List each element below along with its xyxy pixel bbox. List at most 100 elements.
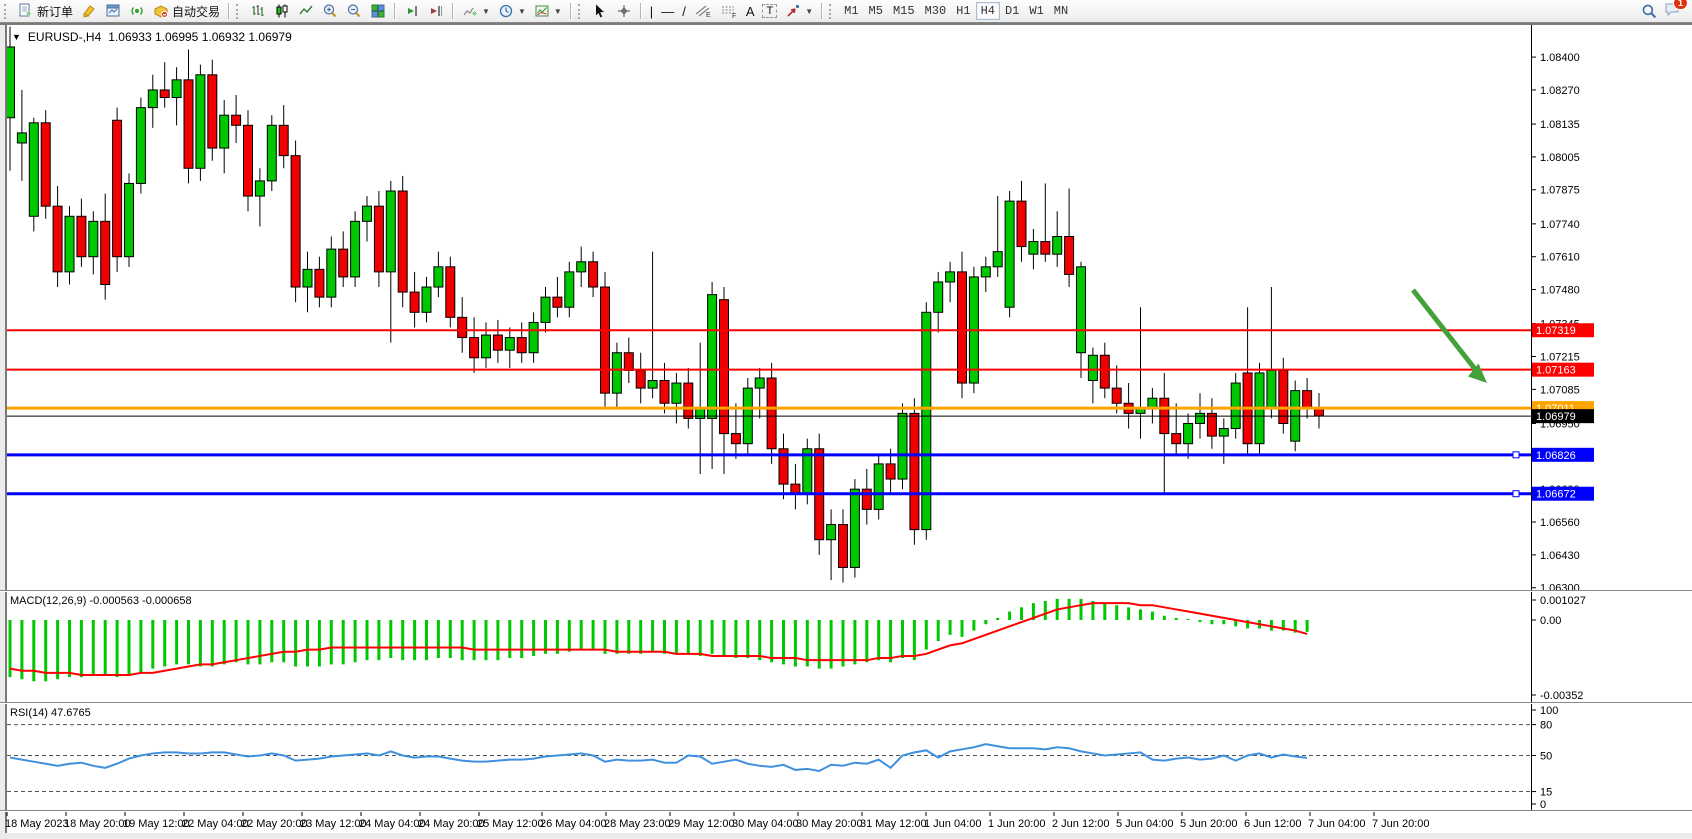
chart-title: ▼ EURUSD-,H4 1.06933 1.06995 1.06932 1.0… xyxy=(12,30,292,44)
toolbar: 新订单 自动交易 xyxy=(0,0,1692,23)
svg-text:29 May 12:00: 29 May 12:00 xyxy=(668,818,735,830)
timeframe-button-M30[interactable]: M30 xyxy=(920,2,952,20)
svg-text:F: F xyxy=(732,13,736,19)
svg-text:0.001027: 0.001027 xyxy=(1540,595,1586,607)
candlesticks xyxy=(7,26,1324,583)
svg-text:1.07319: 1.07319 xyxy=(1536,325,1576,337)
toolbar-separator xyxy=(452,3,455,19)
svg-text:1.08270: 1.08270 xyxy=(1540,85,1580,97)
svg-text:-0.00352: -0.00352 xyxy=(1540,690,1583,702)
zoom-in-icon xyxy=(323,4,337,18)
svg-text:100: 100 xyxy=(1540,705,1558,717)
line-chart-type-button[interactable] xyxy=(294,1,318,21)
svg-text:1 Jun 20:00: 1 Jun 20:00 xyxy=(988,818,1046,830)
templates-button[interactable]: ▼ xyxy=(530,1,566,21)
chat-button[interactable]: 1 xyxy=(1664,0,1688,22)
zoom-in-button[interactable] xyxy=(318,1,342,21)
auto-scroll-button[interactable] xyxy=(400,1,424,21)
equidistant-channel-icon: E xyxy=(695,5,711,19)
chart-shift-button[interactable] xyxy=(424,1,448,21)
timeframe-button-MN[interactable]: MN xyxy=(1049,2,1073,20)
candlestick-icon xyxy=(276,4,288,18)
svg-text:5 Jun 20:00: 5 Jun 20:00 xyxy=(1180,818,1238,830)
auto-scroll-icon xyxy=(408,6,417,16)
window-left-strip xyxy=(0,23,5,839)
auto-trading-label: 自动交易 xyxy=(172,4,221,19)
tile-windows-icon xyxy=(371,4,385,18)
timeframes-dropdown-caret[interactable]: ▼ xyxy=(517,6,526,16)
indicators-button[interactable]: ▼ xyxy=(458,1,494,21)
data-window-button[interactable] xyxy=(101,1,125,21)
channel-letter: E xyxy=(706,12,711,19)
tile-windows-button[interactable] xyxy=(366,1,390,21)
svg-text:1.06979: 1.06979 xyxy=(1536,411,1576,423)
arrows-dropdown-caret[interactable]: ▼ xyxy=(805,6,814,16)
arrows-tool-icon xyxy=(787,4,800,17)
text-tool-button[interactable]: A xyxy=(742,1,759,21)
toolbar-grip xyxy=(829,3,836,19)
trendline-tool-button[interactable]: / xyxy=(678,1,690,21)
cursor-tool-button[interactable] xyxy=(588,1,612,21)
toolbar-separator xyxy=(821,3,824,19)
svg-text:19 May 12:00: 19 May 12:00 xyxy=(123,818,190,830)
price-axis: 1.08400 1.08270 1.08135 1.08005 1.07875 1.077… xyxy=(1531,25,1594,810)
svg-text:1.06560: 1.06560 xyxy=(1540,517,1580,529)
crosshair-tool-button[interactable] xyxy=(612,1,636,21)
signal-icon xyxy=(131,7,143,15)
svg-text:1.07875: 1.07875 xyxy=(1540,185,1580,197)
zoom-out-button[interactable] xyxy=(342,1,366,21)
crosshair-icon xyxy=(617,5,630,17)
candlestick-type-button[interactable] xyxy=(270,1,294,21)
horizontal-line-tool-button[interactable]: — xyxy=(657,1,678,21)
text-label-tool-button[interactable]: T xyxy=(758,1,781,21)
auto-trading-icon xyxy=(154,5,169,18)
svg-text:25 May 12:00: 25 May 12:00 xyxy=(477,818,544,830)
templates-dropdown-caret[interactable]: ▼ xyxy=(553,6,562,16)
search-icon[interactable] xyxy=(1641,3,1658,20)
toolbar-grip xyxy=(4,3,11,19)
svg-text:6 Jun 12:00: 6 Jun 12:00 xyxy=(1244,818,1302,830)
indicators-dropdown-caret[interactable]: ▼ xyxy=(482,6,490,16)
channel-tool-button[interactable]: E xyxy=(690,1,716,21)
horizontal-lines[interactable] xyxy=(7,329,1531,498)
svg-text:18 May 20:00: 18 May 20:00 xyxy=(64,818,131,830)
vertical-line-tool-button[interactable]: | xyxy=(646,1,657,21)
svg-text:24 May 20:00: 24 May 20:00 xyxy=(418,818,485,830)
signals-button[interactable] xyxy=(125,1,149,21)
svg-text:2 Jun 12:00: 2 Jun 12:00 xyxy=(1052,818,1110,830)
svg-text:22 May 20:00: 22 May 20:00 xyxy=(241,818,308,830)
svg-text:0.00: 0.00 xyxy=(1540,615,1561,627)
trend-arrow[interactable] xyxy=(1411,288,1487,383)
timeframe-button-M15[interactable]: M15 xyxy=(888,2,920,20)
clock-icon xyxy=(499,4,513,18)
chart-window-border-top xyxy=(0,23,1692,25)
new-order-button[interactable]: 新订单 xyxy=(14,1,77,21)
bar-chart-type-button[interactable] xyxy=(246,1,270,21)
template-icon xyxy=(535,5,549,17)
chart-ohlc-values: 1.06933 1.06995 1.06932 1.06979 xyxy=(108,30,292,44)
svg-text:1.08005: 1.08005 xyxy=(1540,152,1580,164)
svg-text:1.08135: 1.08135 xyxy=(1540,119,1580,131)
auto-trading-button[interactable]: 自动交易 xyxy=(149,1,224,21)
fibonacci-tool-button[interactable]: F xyxy=(716,1,742,21)
timeframe-group: M1 M5 M15 M30 H1 H4 D1 W1 MN xyxy=(839,2,1073,20)
window-bottom-strip xyxy=(0,833,1692,839)
timeframes-menu-button[interactable]: ▼ xyxy=(494,1,530,21)
svg-text:7 Jun 20:00: 7 Jun 20:00 xyxy=(1372,818,1430,830)
data-window-icon xyxy=(106,4,120,17)
arrows-tool-button[interactable]: ▼ xyxy=(781,1,817,21)
styler-button[interactable] xyxy=(77,1,101,21)
crayon-icon xyxy=(83,5,95,18)
rsi-panel: RSI(14) 47.6765 100 80 50 150 xyxy=(7,705,1558,811)
timeframe-button-D1[interactable]: D1 xyxy=(1000,2,1024,20)
timeframe-button-H1[interactable]: H1 xyxy=(951,2,975,20)
timeframe-button-W1[interactable]: W1 xyxy=(1024,2,1048,20)
collapse-triangle-icon[interactable]: ▼ xyxy=(12,32,21,42)
svg-text:22 May 04:00: 22 May 04:00 xyxy=(182,818,249,830)
timeframe-button-M1[interactable]: M1 xyxy=(839,2,863,20)
timeframe-button-M5[interactable]: M5 xyxy=(864,2,888,20)
timeframe-button-H4[interactable]: H4 xyxy=(975,2,1000,20)
svg-text:1.07215: 1.07215 xyxy=(1540,352,1580,364)
svg-text:1.06430: 1.06430 xyxy=(1540,550,1580,562)
